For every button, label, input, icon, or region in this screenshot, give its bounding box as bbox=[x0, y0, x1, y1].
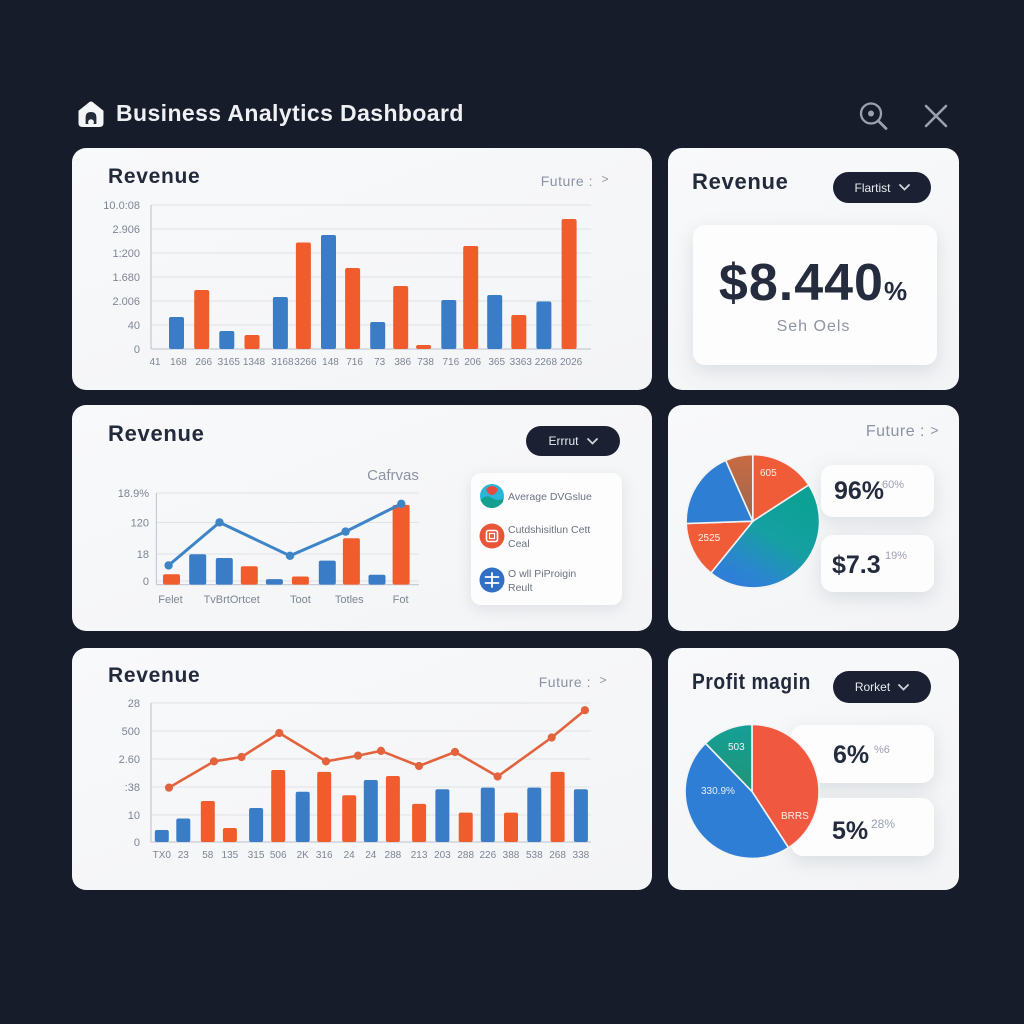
svg-text:388: 388 bbox=[503, 850, 520, 861]
svg-text:716: 716 bbox=[346, 357, 363, 368]
svg-text:O wll PiProigin: O wll PiProigin bbox=[508, 568, 576, 580]
svg-text:2.60: 2.60 bbox=[119, 754, 140, 766]
svg-text:268: 268 bbox=[549, 850, 566, 861]
svg-text:3165: 3165 bbox=[218, 357, 241, 368]
svg-text:226: 226 bbox=[479, 850, 496, 861]
svg-text:365: 365 bbox=[488, 357, 505, 368]
svg-text:58: 58 bbox=[202, 850, 214, 861]
svg-text:330.9%: 330.9% bbox=[701, 786, 735, 797]
svg-text:Cutdshisitlun Cett: Cutdshisitlun Cett bbox=[508, 524, 590, 536]
svg-text:3266: 3266 bbox=[294, 357, 317, 368]
svg-text:Ceal: Ceal bbox=[508, 538, 530, 550]
svg-text:503: 503 bbox=[728, 742, 745, 753]
svg-text:23: 23 bbox=[178, 850, 190, 861]
svg-text:BRRS: BRRS bbox=[781, 811, 809, 822]
svg-text:0: 0 bbox=[134, 837, 140, 849]
svg-text:2268: 2268 bbox=[535, 357, 558, 368]
svg-text:288: 288 bbox=[457, 850, 474, 861]
svg-text:Average DVGslue: Average DVGslue bbox=[508, 491, 592, 503]
svg-text:213: 213 bbox=[411, 850, 428, 861]
svg-text:1:200: 1:200 bbox=[112, 248, 140, 260]
svg-text:10: 10 bbox=[128, 810, 140, 822]
svg-text:605: 605 bbox=[760, 468, 777, 479]
svg-text:Felet: Felet bbox=[158, 594, 182, 606]
svg-text:3363: 3363 bbox=[510, 357, 533, 368]
svg-text:2K: 2K bbox=[297, 850, 310, 861]
svg-text:386: 386 bbox=[394, 357, 411, 368]
svg-text:206: 206 bbox=[464, 357, 481, 368]
svg-text:203: 203 bbox=[434, 850, 451, 861]
svg-text:24: 24 bbox=[365, 850, 377, 861]
svg-text:73: 73 bbox=[374, 357, 386, 368]
svg-text:28: 28 bbox=[128, 698, 140, 710]
svg-text:266: 266 bbox=[195, 357, 212, 368]
svg-text::38: :38 bbox=[125, 782, 140, 794]
svg-text:0: 0 bbox=[143, 576, 149, 588]
svg-text:2.006: 2.006 bbox=[112, 296, 140, 308]
svg-text:Fot: Fot bbox=[393, 594, 409, 606]
svg-text:18.9%: 18.9% bbox=[118, 488, 149, 500]
svg-text:24: 24 bbox=[344, 850, 356, 861]
svg-text:316: 316 bbox=[316, 850, 333, 861]
svg-text:18: 18 bbox=[137, 549, 149, 561]
svg-text:10.0:08: 10.0:08 bbox=[103, 200, 140, 212]
svg-text:538: 538 bbox=[526, 850, 543, 861]
svg-text:120: 120 bbox=[131, 518, 149, 530]
svg-text:2525: 2525 bbox=[698, 533, 721, 544]
svg-text:315: 315 bbox=[248, 850, 265, 861]
svg-text:135: 135 bbox=[222, 850, 239, 861]
svg-text:Cafrvas: Cafrvas bbox=[367, 467, 419, 484]
svg-text:506: 506 bbox=[270, 850, 287, 861]
svg-text:168: 168 bbox=[170, 357, 187, 368]
svg-text:738: 738 bbox=[417, 357, 434, 368]
svg-text:Toot: Toot bbox=[290, 594, 311, 606]
svg-text:288: 288 bbox=[385, 850, 402, 861]
svg-text:0: 0 bbox=[134, 344, 140, 356]
svg-text:148: 148 bbox=[322, 357, 339, 368]
svg-text:Totles: Totles bbox=[335, 594, 364, 606]
svg-text:338: 338 bbox=[573, 850, 590, 861]
svg-text:1.680: 1.680 bbox=[112, 272, 140, 284]
svg-text:716: 716 bbox=[442, 357, 459, 368]
svg-text:TvBrtOrtcet: TvBrtOrtcet bbox=[204, 594, 260, 606]
svg-text:3168: 3168 bbox=[271, 357, 294, 368]
svg-text:1348: 1348 bbox=[243, 357, 266, 368]
svg-text:TX0: TX0 bbox=[153, 850, 172, 861]
svg-text:41: 41 bbox=[149, 357, 161, 368]
svg-text:2.906: 2.906 bbox=[112, 224, 140, 236]
svg-text:2026: 2026 bbox=[560, 357, 583, 368]
svg-text:500: 500 bbox=[122, 726, 140, 738]
svg-text:40: 40 bbox=[128, 320, 140, 332]
svg-text:Reult: Reult bbox=[508, 582, 533, 594]
